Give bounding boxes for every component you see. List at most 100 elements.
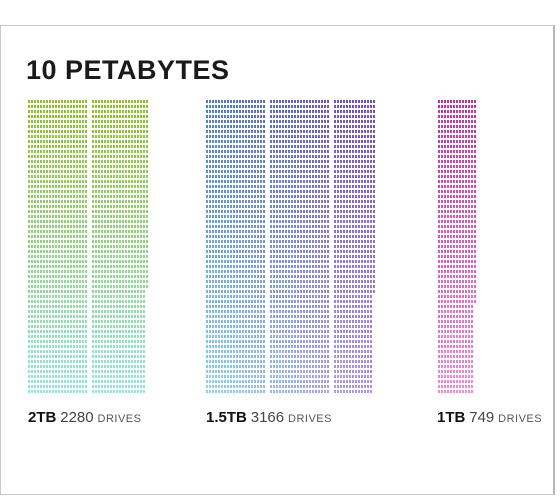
drive-column (34, 100, 36, 393)
drive-column (321, 100, 323, 393)
drive-column (221, 100, 223, 393)
drive-column (251, 100, 253, 393)
drive-column (79, 100, 81, 393)
drive-count: 3166 (250, 409, 285, 426)
drive-column (364, 100, 366, 393)
drive-column (361, 100, 363, 393)
drive-column (212, 100, 214, 393)
drive-column (373, 100, 375, 393)
drive-column (209, 100, 211, 393)
drive-column (107, 100, 109, 393)
drive-column (134, 100, 136, 393)
drive-column (131, 100, 133, 393)
drive-column (462, 100, 464, 393)
drive-column (309, 100, 311, 393)
drive-column (116, 100, 118, 393)
drive-count: 2280 (60, 409, 94, 426)
drive-column (55, 100, 57, 393)
capacity-label: 1.5TB (206, 409, 247, 426)
drive-column (315, 100, 317, 393)
unit-label: DRIVES (288, 413, 332, 425)
drive-column (291, 100, 293, 393)
drive-column (288, 100, 290, 393)
drive-column (285, 100, 287, 393)
drive-grid-1tb (438, 100, 476, 393)
drive-column (95, 100, 97, 393)
drive-grid-1-5tb (206, 100, 375, 393)
drive-column (37, 100, 39, 393)
drive-column (46, 100, 48, 393)
capacity-label: 2TB (28, 409, 57, 426)
drive-column (263, 100, 265, 393)
drive-column (85, 100, 87, 393)
drive-column (352, 100, 354, 393)
drive-column (227, 100, 229, 393)
drive-grid-2tb (28, 100, 148, 393)
drive-column (98, 100, 100, 393)
capacity-label: 1TB (437, 409, 466, 426)
drive-column (31, 100, 33, 393)
drive-column (140, 100, 142, 393)
group-label-2tb: 2TB 2280 DRIVES (28, 408, 141, 428)
drive-column (254, 100, 256, 393)
drive-column (312, 100, 314, 393)
drive-column (101, 100, 103, 393)
drive-column (43, 100, 45, 393)
group-label-1tb: 1TB 749 DRIVES (437, 408, 542, 428)
drive-column (358, 100, 360, 393)
drive-column (465, 100, 467, 393)
drive-column (206, 100, 208, 393)
drive-column (128, 100, 130, 393)
drive-column (324, 100, 326, 393)
drive-column (294, 100, 296, 393)
drive-column (242, 100, 244, 393)
drive-column (92, 100, 94, 393)
drive-column (70, 100, 72, 393)
group-label-1-5tb: 1.5TB 3166 DRIVES (206, 408, 332, 428)
drive-column (119, 100, 121, 393)
drive-column (104, 100, 106, 393)
drive-column (273, 100, 275, 393)
drive-column (276, 100, 278, 393)
drive-column (76, 100, 78, 393)
drive-column (447, 100, 449, 393)
drive-column (215, 100, 217, 393)
drive-column (113, 100, 115, 393)
drive-column (64, 100, 66, 393)
drive-count: 749 (469, 409, 495, 426)
drive-column (303, 100, 305, 393)
drive-column (73, 100, 75, 393)
drive-column (125, 100, 127, 393)
drive-column (67, 100, 69, 393)
drive-column (300, 100, 302, 393)
unit-label: DRIVES (97, 413, 142, 425)
drive-column (61, 100, 63, 393)
drive-column (233, 100, 235, 393)
drive-column (110, 100, 112, 393)
unit-label: DRIVES (498, 413, 543, 425)
drive-column (327, 100, 329, 393)
drive-column (459, 100, 461, 393)
drive-column (306, 100, 308, 393)
drive-column (349, 100, 351, 393)
drive-column (260, 100, 262, 393)
drive-column (343, 100, 345, 393)
drive-column (444, 100, 446, 393)
drive-column (146, 100, 148, 393)
drive-column (270, 100, 272, 393)
drive-column (230, 100, 232, 393)
drive-column (224, 100, 226, 393)
drive-column (82, 100, 84, 393)
drive-column (218, 100, 220, 393)
drive-column (49, 100, 51, 393)
drive-column (122, 100, 124, 393)
drive-column (318, 100, 320, 393)
drive-column (471, 100, 473, 393)
drive-column (468, 100, 470, 393)
drive-column (340, 100, 342, 393)
drive-column (282, 100, 284, 393)
drive-column (297, 100, 299, 393)
drive-column (334, 100, 336, 393)
drive-column (450, 100, 452, 393)
